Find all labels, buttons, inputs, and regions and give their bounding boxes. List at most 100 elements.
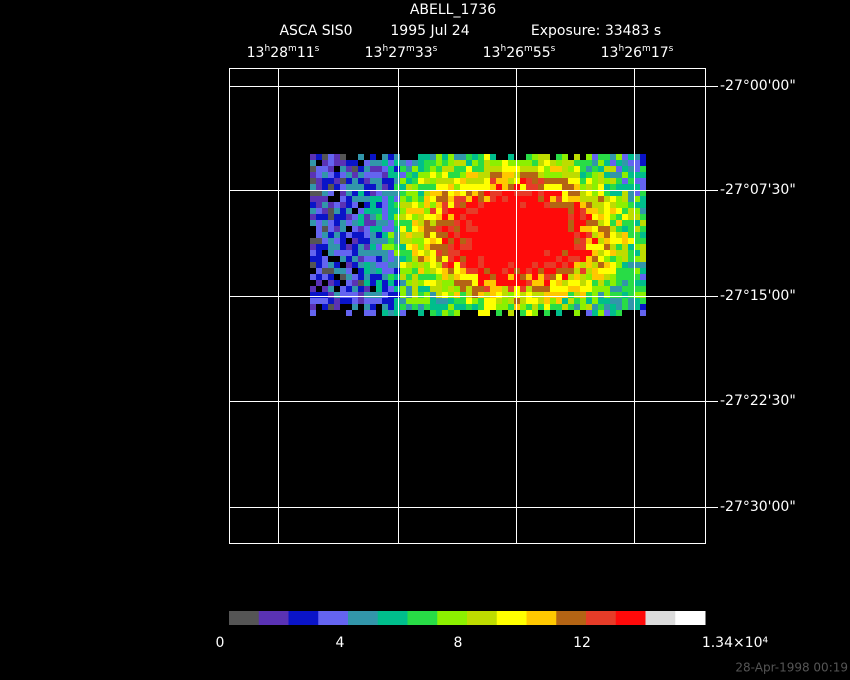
pixel: [580, 196, 586, 202]
colorbar-swatch: [229, 611, 260, 625]
pixel: [592, 184, 598, 190]
pixel: [400, 250, 406, 256]
pixel: [622, 220, 628, 226]
pixel: [322, 274, 328, 280]
pixel: [334, 304, 340, 310]
pixel: [508, 232, 514, 238]
pixel: [604, 154, 610, 160]
pixel: [478, 286, 484, 292]
pixel: [622, 232, 628, 238]
pixel: [496, 304, 502, 310]
pixel: [520, 298, 526, 304]
pixel: [526, 274, 532, 280]
pixel: [490, 250, 496, 256]
colorbar-swatch: [288, 611, 319, 625]
pixel: [580, 286, 586, 292]
pixel: [586, 304, 592, 310]
pixel: [460, 304, 466, 310]
pixel: [400, 292, 406, 298]
pixel: [544, 256, 550, 262]
pixel: [466, 214, 472, 220]
pixel: [616, 238, 622, 244]
pixel: [346, 202, 352, 208]
pixel: [532, 244, 538, 250]
colorbar-swatch: [496, 611, 527, 625]
pixel: [340, 256, 346, 262]
pixel: [598, 196, 604, 202]
pixel: [508, 220, 514, 226]
pixel: [532, 304, 538, 310]
pixel: [598, 184, 604, 190]
pixel: [484, 298, 490, 304]
pixel: [628, 238, 634, 244]
pixel: [568, 292, 574, 298]
pixel: [340, 184, 346, 190]
pixel: [406, 172, 412, 178]
pixel: [412, 196, 418, 202]
pixel: [442, 292, 448, 298]
pixel: [412, 166, 418, 172]
pixel: [490, 292, 496, 298]
pixel: [598, 268, 604, 274]
pixel: [562, 304, 568, 310]
pixel: [460, 250, 466, 256]
pixel: [496, 310, 502, 316]
pixel: [418, 178, 424, 184]
pixel: [640, 256, 646, 262]
pixel: [610, 232, 616, 238]
pixel: [370, 208, 376, 214]
pixel: [376, 238, 382, 244]
pixel: [460, 172, 466, 178]
pixel: [382, 280, 388, 286]
pixel: [580, 184, 586, 190]
pixel: [328, 304, 334, 310]
pixel: [442, 262, 448, 268]
pixel: [472, 268, 478, 274]
pixel: [526, 190, 532, 196]
pixel: [418, 268, 424, 274]
pixel: [592, 238, 598, 244]
pixel: [550, 250, 556, 256]
pixel: [556, 310, 562, 316]
pixel: [382, 310, 388, 316]
pixel: [424, 286, 430, 292]
pixel: [454, 286, 460, 292]
pixel: [454, 172, 460, 178]
pixel: [562, 214, 568, 220]
pixel: [478, 208, 484, 214]
pixel: [394, 160, 400, 166]
pixel: [616, 274, 622, 280]
pixel: [382, 208, 388, 214]
pixel: [478, 196, 484, 202]
pixel: [436, 268, 442, 274]
pixel: [640, 262, 646, 268]
pixel: [484, 166, 490, 172]
pixel: [526, 280, 532, 286]
pixel: [370, 160, 376, 166]
pixel: [634, 154, 640, 160]
pixel: [634, 166, 640, 172]
pixel: [394, 280, 400, 286]
pixel: [394, 238, 400, 244]
pixel: [598, 178, 604, 184]
pixel: [334, 262, 340, 268]
pixel: [346, 166, 352, 172]
pixel: [352, 214, 358, 220]
pixel: [598, 244, 604, 250]
pixel: [394, 274, 400, 280]
pixel: [580, 298, 586, 304]
pixel: [562, 268, 568, 274]
pixel: [484, 250, 490, 256]
pixel: [544, 262, 550, 268]
pixel: [592, 214, 598, 220]
pixel: [424, 202, 430, 208]
pixel: [478, 226, 484, 232]
pixel: [580, 232, 586, 238]
pixel: [634, 196, 640, 202]
pixel: [406, 274, 412, 280]
pixel: [496, 226, 502, 232]
pixel: [622, 238, 628, 244]
pixel: [406, 298, 412, 304]
pixel: [586, 250, 592, 256]
pixel: [334, 214, 340, 220]
